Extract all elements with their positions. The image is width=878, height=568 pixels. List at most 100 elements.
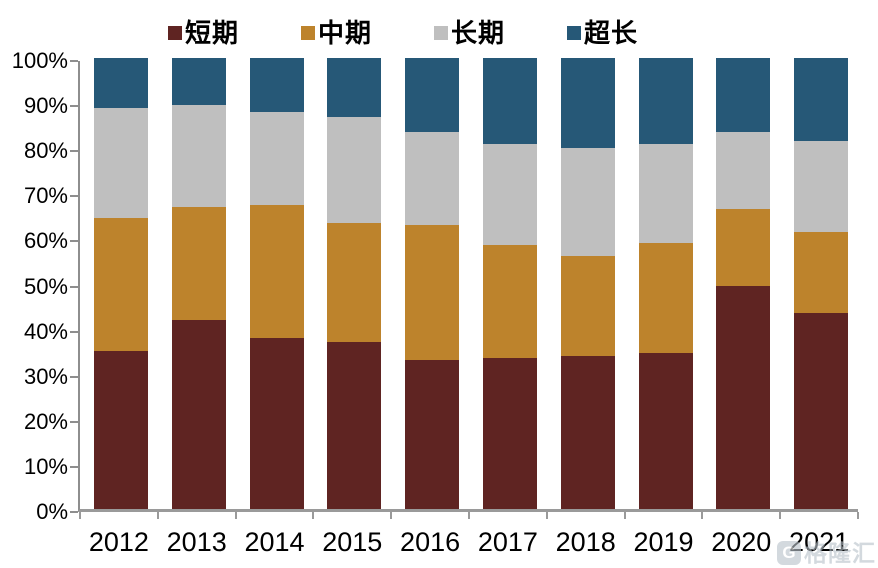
bar-segment-短期-2016 bbox=[405, 360, 460, 509]
y-axis-label: 20% bbox=[23, 408, 68, 434]
y-axis-label: 90% bbox=[23, 93, 68, 119]
bar-segment-超长-2016 bbox=[405, 58, 460, 133]
bar-segment-超长-2013 bbox=[171, 58, 226, 106]
x-axis-label-2013: 2013 bbox=[166, 527, 227, 557]
y-axis-tick bbox=[70, 105, 78, 108]
bar-segment-中期-2012 bbox=[93, 218, 148, 352]
bar-segment-超长-2019 bbox=[638, 58, 693, 144]
bar-segment-中期-2018 bbox=[560, 256, 615, 356]
bar-segment-长期-2019 bbox=[638, 143, 693, 243]
bar-segment-长期-2018 bbox=[560, 148, 615, 257]
bar-2018 bbox=[560, 58, 615, 509]
legend-item-超长: 超长 bbox=[567, 20, 638, 46]
x-axis-label-2017: 2017 bbox=[477, 527, 538, 557]
x-axis-tick bbox=[701, 512, 704, 519]
bar-segment-短期-2020 bbox=[716, 285, 771, 509]
x-axis-label-2018: 2018 bbox=[555, 527, 616, 557]
bar-segment-长期-2012 bbox=[93, 107, 148, 219]
bar-segment-长期-2013 bbox=[171, 105, 226, 207]
x-axis-label-2014: 2014 bbox=[244, 527, 305, 557]
legend-label-长期: 长期 bbox=[451, 18, 506, 48]
bar-segment-超长-2020 bbox=[716, 58, 771, 133]
legend-label-超长: 超长 bbox=[584, 18, 639, 48]
x-axis-label-2012: 2012 bbox=[88, 527, 149, 557]
bar-segment-短期-2018 bbox=[560, 355, 615, 509]
y-axis-tick bbox=[70, 150, 78, 153]
bar-2012 bbox=[93, 58, 148, 509]
bar-segment-长期-2017 bbox=[482, 143, 537, 246]
bar-segment-短期-2015 bbox=[327, 342, 382, 509]
y-axis-tick bbox=[70, 285, 78, 288]
x-axis-label-2016: 2016 bbox=[400, 527, 461, 557]
x-axis-tick bbox=[234, 512, 237, 519]
watermark-logo-icon: G bbox=[777, 541, 801, 565]
bar-segment-中期-2014 bbox=[249, 204, 304, 338]
bar-2020 bbox=[716, 58, 771, 509]
bar-segment-长期-2016 bbox=[405, 132, 460, 225]
bar-2017 bbox=[482, 58, 537, 509]
bar-segment-超长-2015 bbox=[327, 58, 382, 117]
bar-segment-中期-2019 bbox=[638, 242, 693, 354]
y-axis-tick bbox=[70, 240, 78, 243]
x-axis-tick bbox=[156, 512, 159, 519]
watermark-text: 格隆汇 bbox=[804, 539, 876, 566]
bar-segment-中期-2021 bbox=[794, 231, 849, 313]
x-axis-tick bbox=[779, 512, 782, 519]
y-axis-label: 30% bbox=[23, 363, 68, 389]
x-axis-tick bbox=[79, 512, 81, 519]
y-axis-label: 100% bbox=[11, 48, 68, 73]
legend-swatch-短期 bbox=[168, 26, 182, 40]
bar-segment-短期-2019 bbox=[638, 353, 693, 509]
y-axis-tick bbox=[70, 420, 78, 423]
y-axis-tick bbox=[70, 465, 78, 468]
legend-item-长期: 长期 bbox=[434, 20, 505, 46]
bar-segment-长期-2021 bbox=[794, 141, 849, 232]
y-axis-tick bbox=[70, 60, 78, 62]
y-axis-tick bbox=[70, 511, 78, 513]
y-axis-label: 60% bbox=[23, 228, 68, 254]
legend-item-短期: 短期 bbox=[168, 20, 239, 46]
bar-segment-超长-2014 bbox=[249, 58, 304, 113]
bar-2013 bbox=[171, 58, 226, 509]
y-axis-tick bbox=[70, 330, 78, 333]
plot-area bbox=[70, 58, 859, 519]
y-axis-tick bbox=[70, 375, 78, 378]
y-axis-label: 70% bbox=[23, 183, 68, 209]
y-axis-label: 0% bbox=[36, 499, 68, 524]
x-axis-tick bbox=[623, 512, 626, 519]
bar-segment-长期-2020 bbox=[716, 132, 771, 210]
legend-swatch-长期 bbox=[434, 26, 449, 40]
legend-swatch-超长 bbox=[567, 26, 582, 40]
bar-segment-中期-2020 bbox=[716, 209, 771, 286]
bar-segment-超长-2012 bbox=[93, 58, 148, 108]
x-axis-tick bbox=[857, 512, 859, 519]
x-axis-label-2015: 2015 bbox=[322, 527, 383, 557]
y-axis-label: 50% bbox=[23, 273, 68, 299]
y-axis-tick bbox=[70, 195, 78, 198]
watermark: G 格隆汇 bbox=[777, 541, 876, 565]
x-axis-label-2020: 2020 bbox=[711, 527, 772, 557]
bar-2014 bbox=[249, 58, 304, 509]
bar-segment-短期-2017 bbox=[482, 357, 537, 509]
y-axis-label: 80% bbox=[23, 138, 68, 164]
bar-segment-长期-2015 bbox=[327, 116, 382, 223]
bar-segment-超长-2018 bbox=[560, 58, 615, 149]
x-axis-label-2019: 2019 bbox=[633, 527, 694, 557]
bar-segment-短期-2013 bbox=[171, 319, 226, 509]
bar-segment-超长-2021 bbox=[794, 58, 849, 142]
legend: 短期 中期 长期 超长 bbox=[168, 20, 638, 46]
bar-segment-长期-2014 bbox=[249, 112, 304, 205]
bar-segment-中期-2017 bbox=[482, 245, 537, 358]
y-axis-label: 10% bbox=[23, 453, 68, 479]
x-axis-tick bbox=[468, 512, 470, 519]
y-axis-label: 40% bbox=[23, 318, 68, 344]
x-axis-tick bbox=[545, 512, 548, 519]
bar-segment-中期-2016 bbox=[405, 224, 460, 361]
bar-2015 bbox=[327, 58, 382, 509]
legend-label-中期: 中期 bbox=[318, 18, 373, 48]
x-axis-tick bbox=[390, 512, 393, 519]
legend-item-中期: 中期 bbox=[301, 20, 372, 46]
bar-segment-中期-2015 bbox=[327, 222, 382, 343]
bar-2019 bbox=[638, 58, 693, 509]
